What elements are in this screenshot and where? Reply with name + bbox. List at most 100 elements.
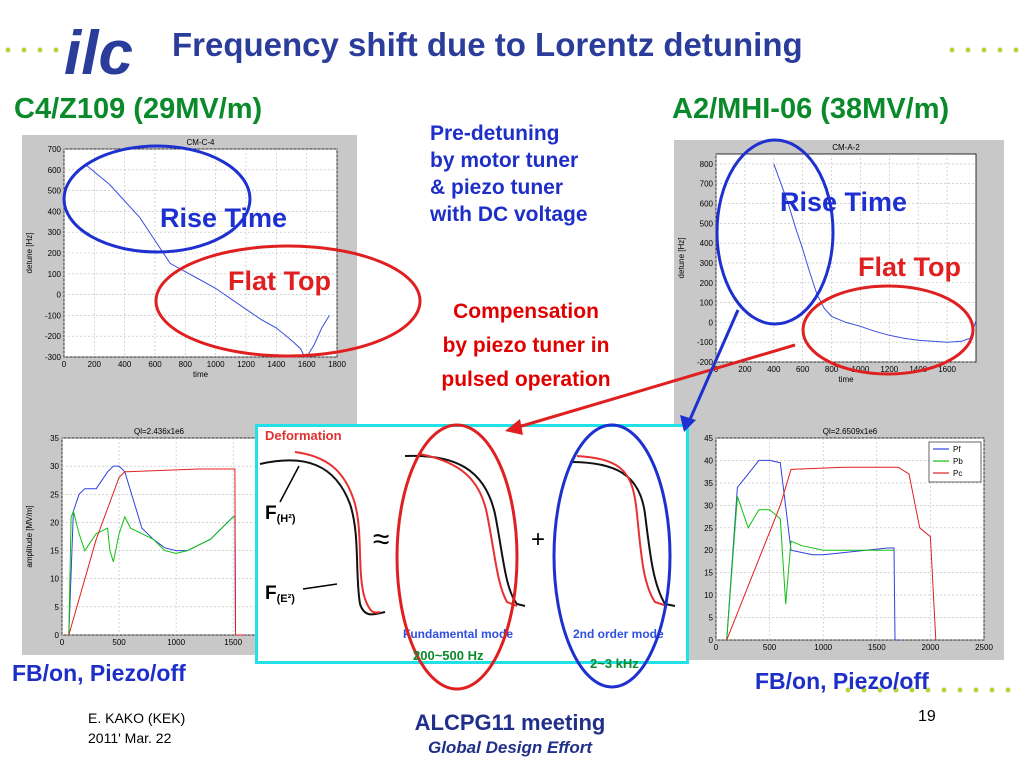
series-line-Pc [726, 466, 937, 641]
series-line-1 [68, 509, 235, 636]
footer-subtitle: Global Design Effort [427, 738, 593, 757]
amplitude-chart-a2: 0 500 1000 1500 2000 2500 45 40 35 30 25 20 15 10 5 0 Ql… [677, 427, 993, 652]
x-tick-label: 1000 [814, 643, 832, 652]
chart-title: Ql=2.436x1e6 [134, 427, 185, 436]
y-tick-label: 600 [700, 200, 714, 209]
y-tick-label: 35 [704, 479, 713, 488]
y-tick-label: 400 [48, 207, 62, 216]
y-tick-label: -100 [697, 338, 714, 347]
y-tick-label: 800 [700, 160, 714, 169]
x-tick-label: 0 [714, 365, 719, 374]
y-tick-label: 100 [700, 299, 714, 308]
fh-label: F(H²) [265, 503, 296, 525]
freq-fundamental: 200~500 Hz [413, 648, 484, 663]
y-tick-label: 200 [48, 249, 62, 258]
legend-label: Pf [953, 445, 961, 454]
x-tick-label: 400 [118, 360, 132, 369]
flat-top-label-right: Flat Top [858, 252, 961, 282]
plus-sign: + [531, 526, 545, 553]
x-tick-label: 1200 [880, 365, 898, 374]
y-tick-label: -200 [697, 358, 714, 367]
dotted-line-left [5, 47, 59, 53]
y-tick-label: -100 [45, 311, 62, 320]
x-tick-label: 800 [825, 365, 839, 374]
page-number: 19 [918, 708, 936, 725]
footer-meeting: ALCPG11 meeting [414, 710, 606, 735]
deformation-diagram-art: Deformation F(H²) F(E²) ≈ + Fundamental … [259, 428, 676, 641]
y-tick-label: 400 [700, 239, 714, 248]
flat-top-label-left: Flat Top [228, 266, 331, 296]
y-tick-label: 5 [55, 603, 60, 612]
y-tick-label: 10 [704, 591, 713, 600]
x-tick-label: 0 [60, 638, 65, 647]
x-tick-label: 600 [796, 365, 810, 374]
plot-area [61, 437, 257, 636]
legend-label: Pb [953, 457, 963, 466]
y-tick-label: -300 [45, 353, 62, 362]
x-tick-label: 400 [767, 365, 781, 374]
fb-label-left: FB/on, Piezo/off [12, 660, 186, 686]
right-header: A2/MHI-06 (38MV/m) [672, 93, 950, 125]
slide-title: Frequency shift due to Lorentz detuning [172, 26, 803, 63]
x-tick-label: 200 [88, 360, 102, 369]
pre-line-2: by motor tuner [430, 149, 579, 172]
rise-time-label-right: Rise Time [780, 187, 908, 217]
y-tick-label: 20 [704, 546, 713, 555]
y-tick-label: 500 [700, 219, 714, 228]
amplitude-chart-c4: 0 500 1000 1500 35 30 25 20 15 10 5 0 Ql=2.436x1e6 am… [25, 427, 257, 647]
x-axis-label: time [838, 375, 854, 384]
y-tick-label: 15 [704, 569, 713, 578]
x-tick-label: 1200 [237, 360, 255, 369]
y-tick-label: 300 [48, 228, 62, 237]
y-tick-label: 30 [50, 462, 59, 471]
y-tick-label: 45 [704, 434, 713, 443]
comp-line-3: pulsed operation [441, 368, 611, 391]
freq-second-order: 2~3 kHz [590, 656, 639, 671]
y-tick-label: 5 [709, 614, 714, 623]
footer-meeting-block: ALCPG11 meeting Global Design Effort [360, 710, 660, 758]
y-tick-label: 600 [48, 166, 62, 175]
y-tick-label: 25 [50, 490, 59, 499]
series-line-Pb [726, 496, 894, 641]
y-tick-label: 200 [700, 279, 714, 288]
x-tick-label: 2000 [922, 643, 940, 652]
chart-title: CM-C-4 [187, 138, 216, 147]
y-tick-label: 0 [55, 631, 60, 640]
x-tick-label: 500 [763, 643, 777, 652]
left-header: C4/Z109 (29MV/m) [14, 93, 263, 125]
y-tick-label: 500 [48, 187, 62, 196]
comp-line-2: by piezo tuner in [442, 334, 610, 357]
y-axis-label: detune [Hz] [25, 233, 34, 274]
y-tick-label: 700 [48, 145, 62, 154]
series-line-2 [68, 468, 245, 636]
x-tick-label: 1600 [298, 360, 316, 369]
x-tick-label: 1600 [938, 365, 956, 374]
rise-time-label-left: Rise Time [160, 203, 288, 233]
y-tick-label: 100 [48, 270, 62, 279]
y-tick-label: 300 [700, 259, 714, 268]
approx-sign: ≈ [373, 523, 389, 556]
y-tick-label: 0 [709, 318, 714, 327]
fundamental-mode-label: Fundamental mode [403, 627, 513, 641]
y-tick-label: 0 [57, 291, 62, 300]
footer-author-block: E. KAKO (KEK) 2011' Mar. 22 [88, 708, 185, 748]
footer-author: E. KAKO (KEK) [88, 710, 186, 726]
y-tick-label: 35 [50, 434, 59, 443]
legend-label: Pc [953, 469, 962, 478]
chart-title: Ql=2.6509x1e6 [823, 427, 878, 436]
y-tick-label: 40 [704, 456, 713, 465]
x-tick-label: 800 [179, 360, 193, 369]
y-tick-label: 0 [709, 636, 714, 645]
y-tick-label: -200 [45, 332, 62, 341]
x-tick-label: 500 [112, 638, 126, 647]
y-tick-label: 30 [704, 501, 713, 510]
chart-title: CM-A-2 [832, 143, 860, 152]
x-tick-label: 1000 [852, 365, 870, 374]
x-tick-label: 1400 [267, 360, 285, 369]
y-axis-label: detune [Hz] [677, 238, 686, 279]
x-tick-label: 1000 [207, 360, 225, 369]
x-tick-label: 1400 [909, 365, 927, 374]
detune-chart-c4: 0 200 400 600 800 1000 1200 1400 1600 18007006005… [25, 138, 346, 379]
second-order-label: 2nd order mode [573, 627, 664, 641]
pre-detuning-note: Pre-detuning by motor tuner & piezo tune… [430, 120, 588, 228]
